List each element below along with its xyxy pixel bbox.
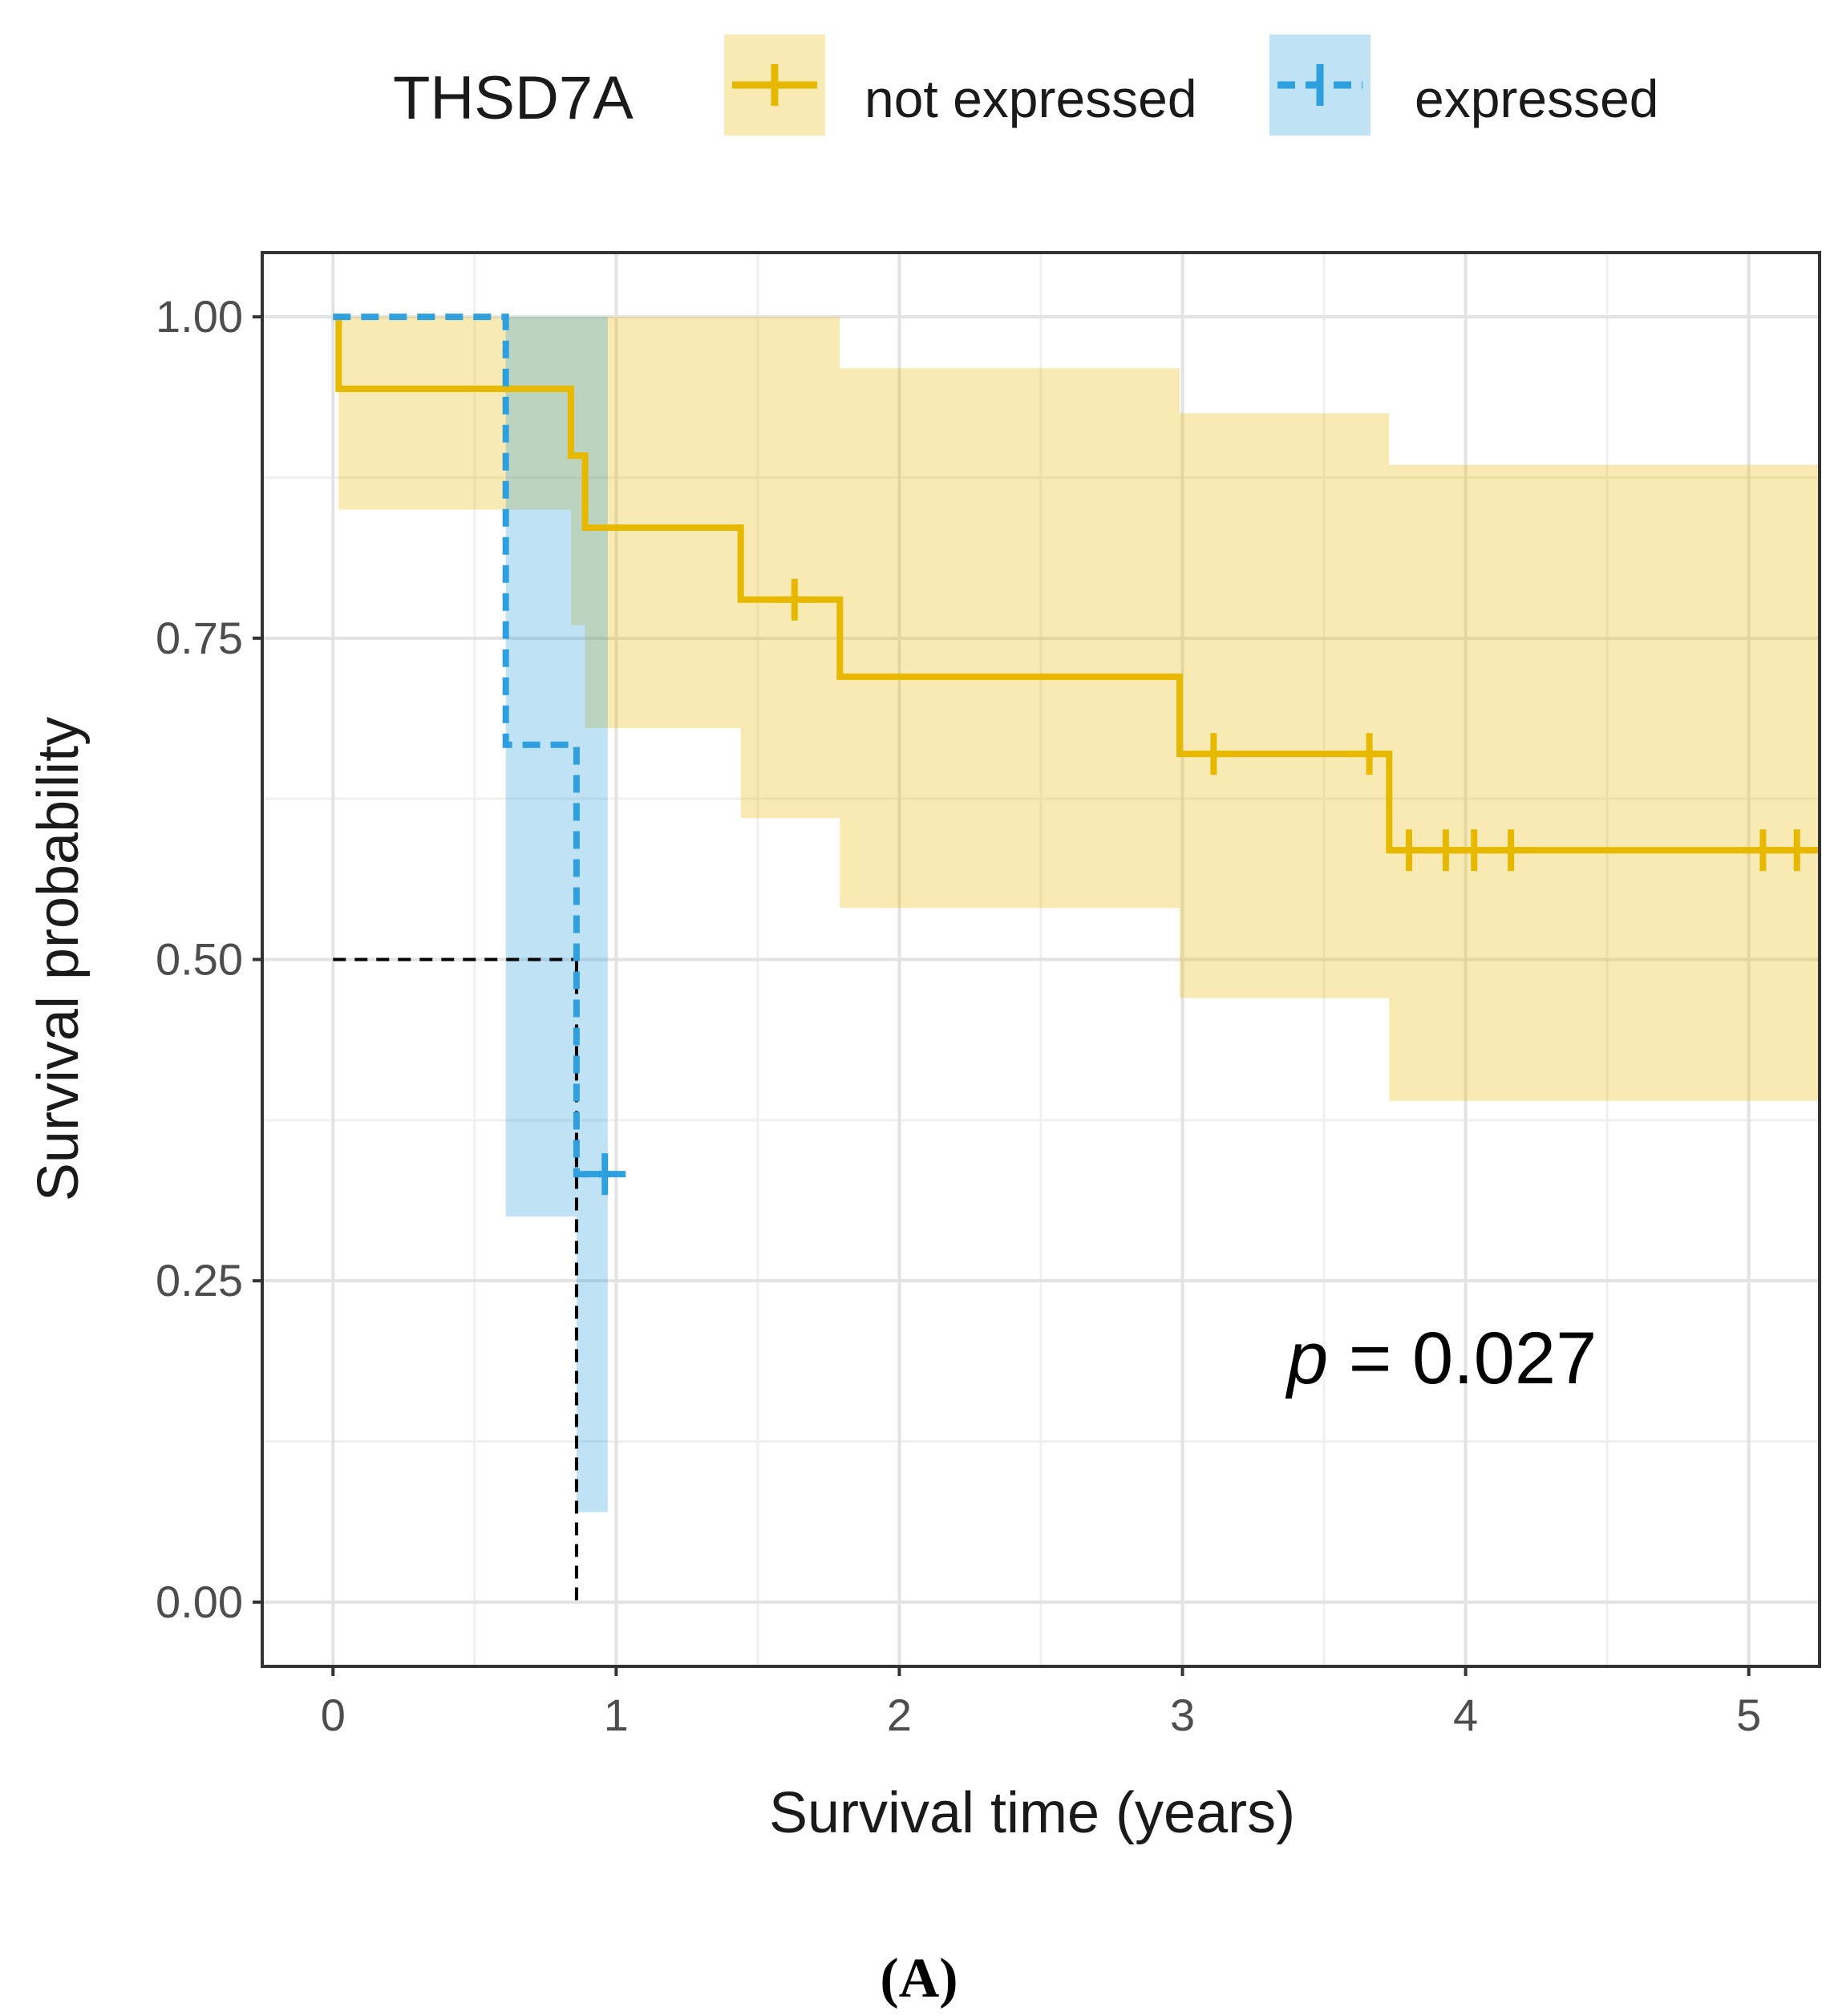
y-tick-label: 0.75 (156, 613, 243, 663)
grid-major (262, 253, 1820, 1666)
legend: THSD7A not expressed expressed (393, 34, 1659, 136)
axis-ticks (253, 315, 1751, 1676)
x-tick-label: 3 (1170, 1690, 1195, 1740)
x-tick-label: 5 (1736, 1690, 1761, 1740)
y-tick-label: 1.00 (156, 291, 243, 342)
median-survival-lines (333, 957, 578, 1602)
y-tick-label: 0.00 (156, 1577, 243, 1627)
plot-area: 0 1 2 3 4 5 0.00 0.25 0.50 0.75 1.00 p = 0.027 (156, 251, 1821, 1740)
censor-mark-not-expressed (773, 578, 816, 621)
censor-mark-not-expressed (1192, 733, 1235, 775)
curve-not-expressed (333, 314, 1820, 854)
p-symbol: p (1285, 1318, 1328, 1399)
censor-mark-expressed (584, 1153, 626, 1196)
y-tick-label: 0.25 (156, 1255, 243, 1306)
x-axis-title: Survival time (years) (769, 1781, 1295, 1845)
legend-label-expressed: expressed (1415, 69, 1659, 128)
x-tick-label: 4 (1453, 1690, 1478, 1740)
censor-mark-not-expressed (1775, 829, 1818, 872)
curve-expressed (333, 314, 608, 1178)
x-tick-label: 1 (604, 1690, 629, 1740)
ci-band-expressed (333, 317, 608, 1512)
survival-curves (333, 314, 1820, 1178)
censor-mark-not-expressed (1388, 829, 1431, 872)
legend-label-not-expressed: not expressed (864, 69, 1197, 128)
legend-title: THSD7A (393, 64, 634, 132)
figure-caption: (A) (880, 1948, 957, 2010)
x-tick-label: 2 (887, 1690, 912, 1740)
y-axis-title: Survival probability (26, 717, 91, 1201)
confidence-bands (333, 317, 1820, 1512)
axis-tick-labels: 0 1 2 3 4 5 0.00 0.25 0.50 0.75 1.00 (156, 291, 1761, 1740)
y-tick-label: 0.50 (156, 934, 243, 985)
censor-marks (584, 578, 1818, 1196)
p-value-text: = 0.027 (1328, 1318, 1597, 1399)
ci-band-not-expressed (333, 317, 1820, 1101)
censor-mark-not-expressed (1453, 829, 1496, 872)
x-tick-label: 0 (321, 1690, 346, 1740)
censor-mark-not-expressed (1348, 733, 1391, 775)
censor-mark-not-expressed (1490, 829, 1532, 872)
p-value-annotation: p = 0.027 (1285, 1318, 1597, 1399)
